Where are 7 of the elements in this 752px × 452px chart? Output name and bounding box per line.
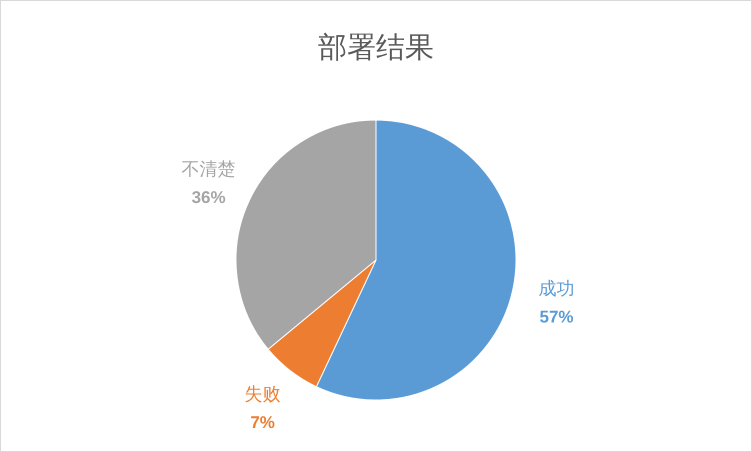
chart-title: 部署结果 — [318, 32, 434, 64]
data-label: 7% — [250, 413, 275, 432]
slice-label: 失败 — [244, 384, 281, 404]
data-label: 57% — [540, 307, 574, 326]
slice-label: 不清楚 — [182, 159, 236, 180]
data-label: 36% — [192, 188, 226, 208]
slice-label: 成功 — [538, 278, 575, 298]
